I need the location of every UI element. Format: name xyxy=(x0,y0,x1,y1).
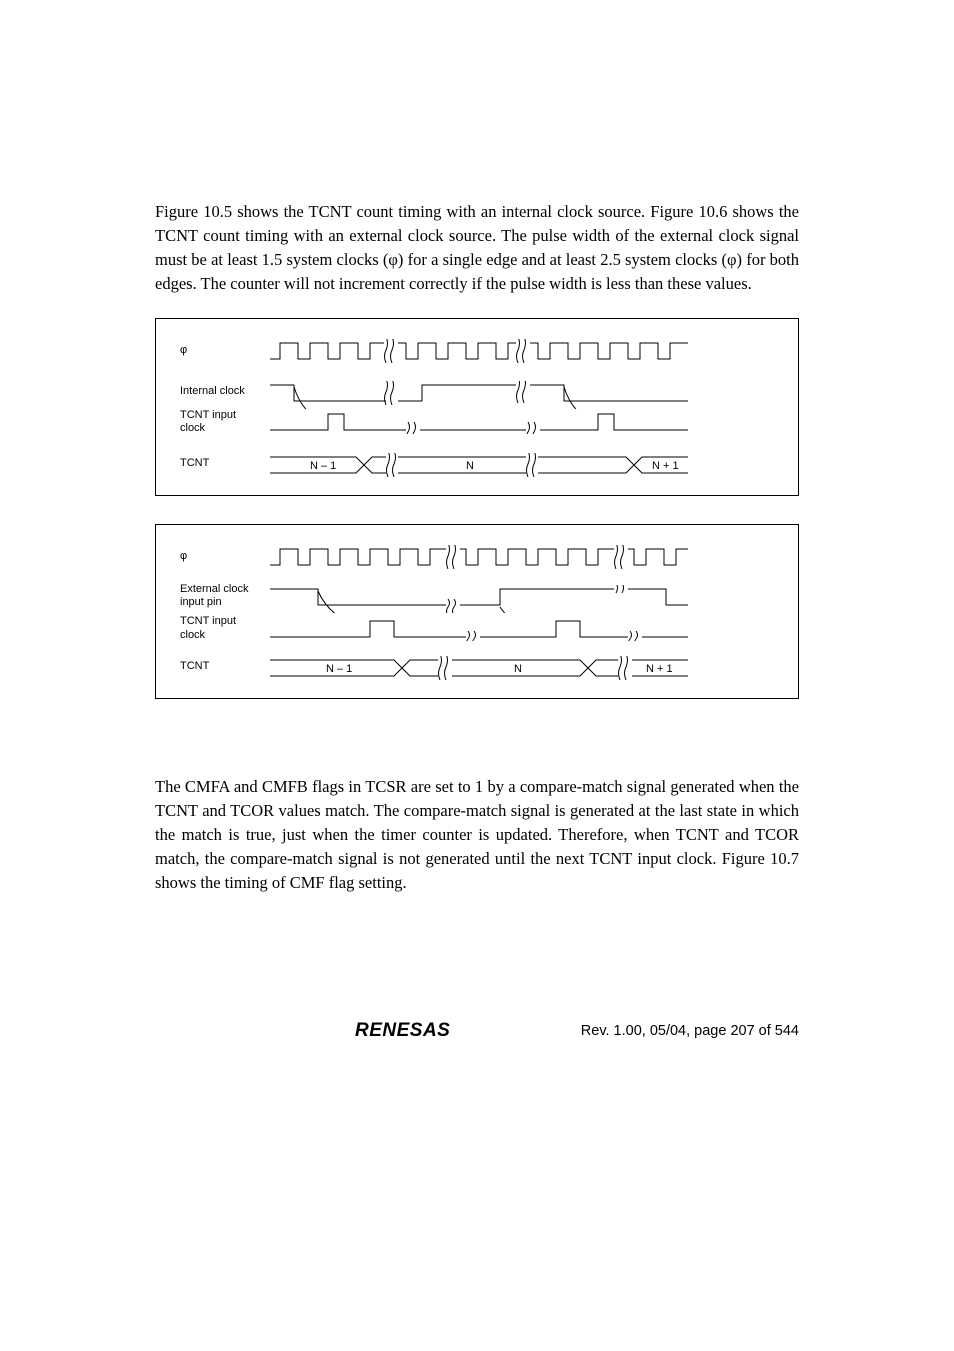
tcnt-input-wave-1 xyxy=(270,410,770,434)
row-label-phi: φ xyxy=(180,344,270,357)
internal-clock-wave xyxy=(270,381,770,403)
row-label-tcnt-input-1: TCNT inputclock xyxy=(180,409,270,435)
row-label-internal-clock: Internal clock xyxy=(180,385,270,398)
tcnt-input-wave-2 xyxy=(270,617,770,641)
tcnt-val-nm1-1: N – 1 xyxy=(310,460,336,472)
revision-text: Rev. 1.00, 05/04, page 207 of 544 xyxy=(581,1023,799,1039)
cmf-paragraph: The CMFA and CMFB flags in TCSR are set … xyxy=(155,775,799,895)
phi-wave-1 xyxy=(270,339,770,363)
row-label-ext-clock: External clockinput pin xyxy=(180,583,270,609)
row-label-tcnt-2: TCNT xyxy=(180,660,270,673)
tcnt-value-wave-2: N – 1 N N + 1 xyxy=(270,656,770,678)
tcnt-value-wave-1: N – 1 N N + 1 xyxy=(270,453,770,475)
row-label-tcnt-1: TCNT xyxy=(180,457,270,470)
row-label-phi-2: φ xyxy=(180,550,270,563)
tcnt-val-np1-1: N + 1 xyxy=(652,460,679,472)
intro-paragraph: Figure 10.5 shows the TCNT count timing … xyxy=(155,200,799,296)
page-footer: RENESAS Rev. 1.00, 05/04, page 207 of 54… xyxy=(155,1020,799,1042)
phi-wave-2 xyxy=(270,545,770,569)
tcnt-val-np1-2: N + 1 xyxy=(646,663,673,675)
tcnt-val-n-1: N xyxy=(466,460,474,472)
row-label-tcnt-input-2: TCNT inputclock xyxy=(180,615,270,641)
renesas-logo: RENESAS xyxy=(355,1020,450,1042)
tcnt-val-n-2: N xyxy=(514,663,522,675)
diagram-external-clock: φ External clockinput pin xyxy=(155,524,799,699)
ext-clock-wave xyxy=(270,585,770,607)
tcnt-val-nm1-2: N – 1 xyxy=(326,663,352,675)
diagram-internal-clock: φ Internal clock xyxy=(155,318,799,496)
